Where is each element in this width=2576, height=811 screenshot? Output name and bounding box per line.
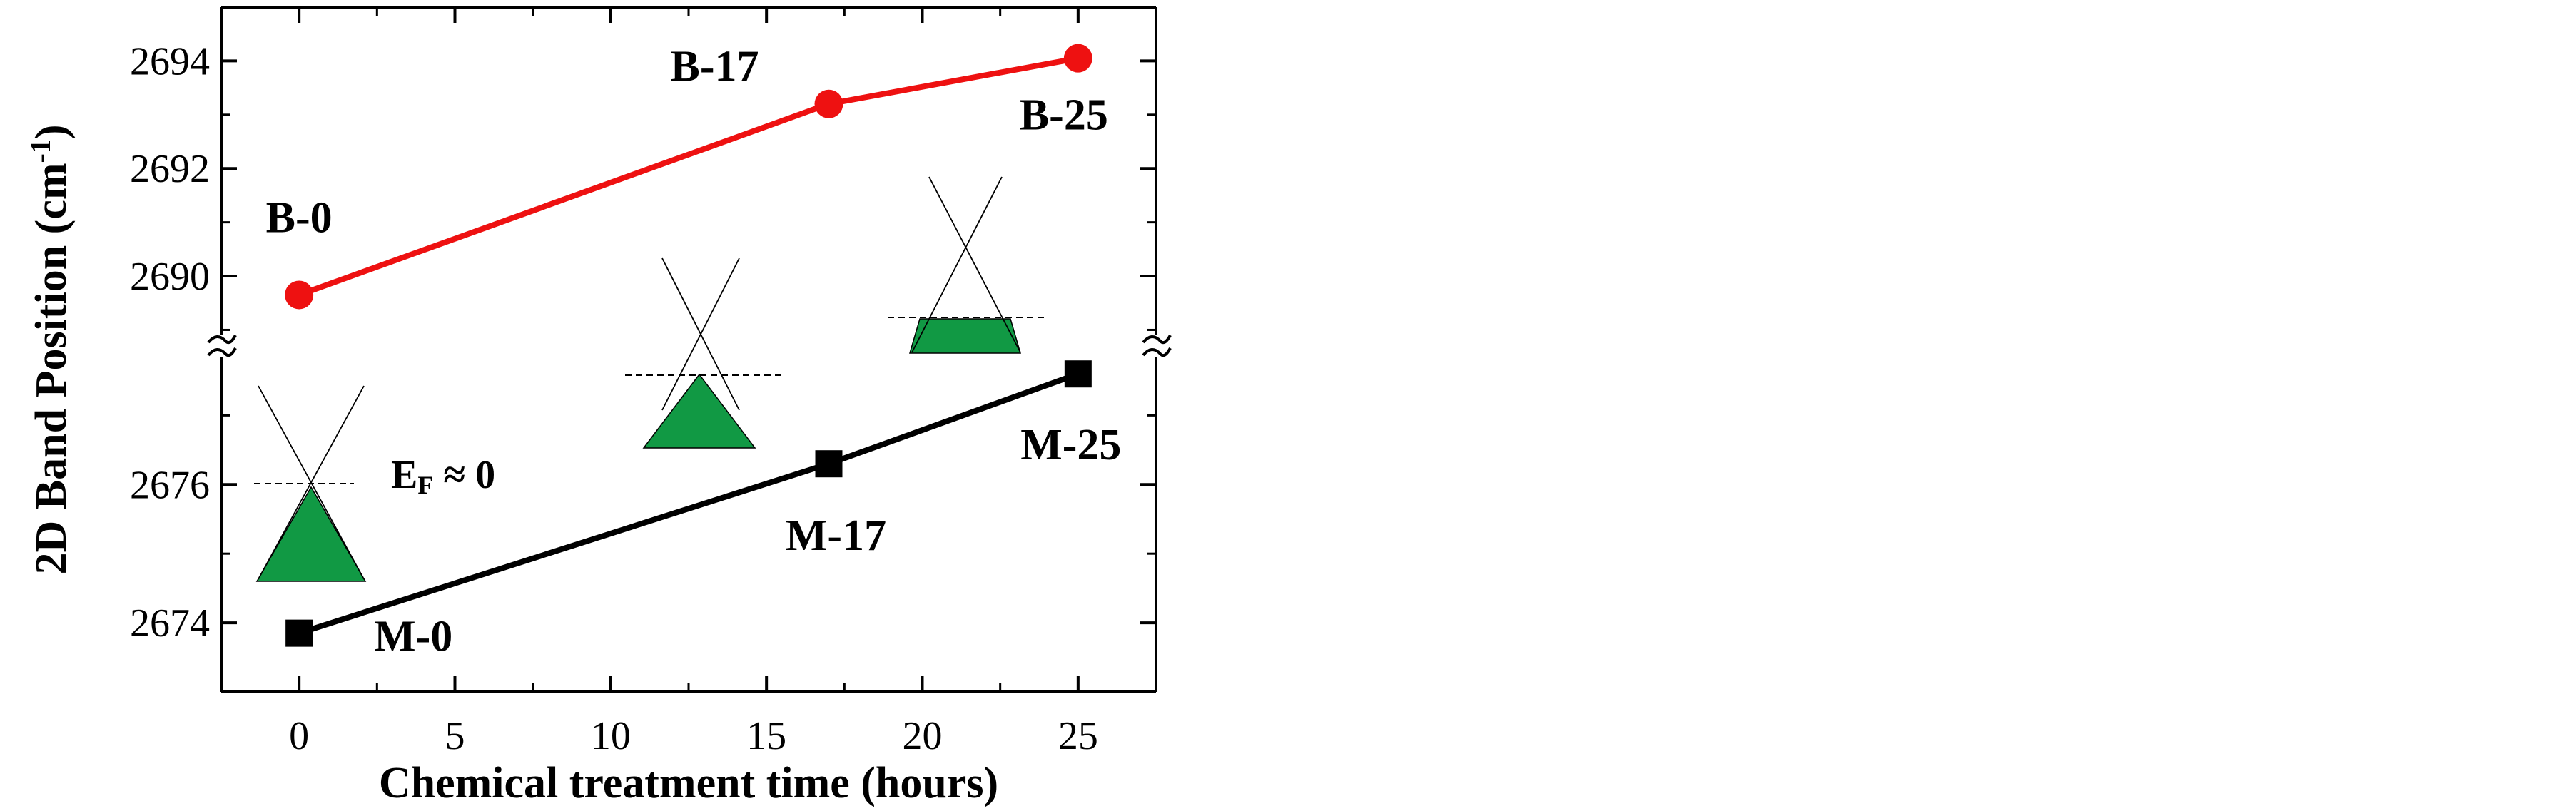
fermi-annotation: EF ≈ 0 (391, 453, 495, 499)
x-tick-label: 10 (591, 714, 631, 758)
data-point-B-0 (285, 280, 314, 310)
axis-break-right-2 (1142, 347, 1172, 357)
point-label-B-0: B-0 (266, 193, 333, 242)
x-tick-label: 15 (746, 714, 786, 758)
axis-break-left-1 (207, 335, 237, 345)
x-tick-label: 20 (903, 714, 943, 758)
y-tick-label: 2674 (130, 601, 210, 646)
point-labels: B-0 B-17 B-25 M-0 M-17 M-25 (266, 43, 1122, 661)
x-tick-label: 5 (445, 714, 465, 758)
series-layer (285, 44, 1092, 647)
data-point-B-17 (814, 89, 843, 118)
y-tick-label: 2694 (130, 39, 210, 83)
axis-break-right-1 (1142, 335, 1172, 345)
data-point-B-25 (1063, 44, 1092, 73)
cone-line-17b (661, 257, 740, 411)
point-label-M-17: M-17 (786, 511, 886, 560)
y-tick-label: 2676 (130, 463, 210, 507)
x-tick-label: 0 (289, 714, 309, 758)
x-tick-label: 25 (1058, 714, 1098, 758)
axis-break-marks (207, 335, 1172, 357)
dirac-cone-inset-0 (254, 385, 367, 582)
cone-fill-17 (642, 373, 756, 449)
y-tick-label: 2692 (130, 147, 210, 191)
cone-line-25b (911, 176, 1003, 353)
y-tick-label: 2690 (130, 255, 210, 299)
point-label-B-17: B-17 (671, 43, 759, 91)
axis-break-left-2 (207, 347, 237, 357)
cone-line-0b (258, 385, 365, 580)
data-point-M-17 (815, 450, 843, 478)
point-label-M-0: M-0 (374, 613, 452, 661)
data-point-M-0 (285, 619, 313, 647)
dirac-cone-inset-25 (888, 176, 1046, 354)
cone-fill-25 (909, 318, 1021, 354)
x-axis-title: Chemical treatment time (hours) (379, 759, 998, 807)
x-ticks: 0 5 10 15 20 25 (289, 7, 1098, 758)
point-label-B-25: B-25 (1020, 91, 1108, 140)
point-label-M-25: M-25 (1020, 421, 1121, 469)
data-point-M-25 (1064, 360, 1092, 388)
cone-line-25a (928, 176, 1021, 353)
series-line-upper (298, 55, 1079, 298)
y-ticks: 2690 2692 2694 2674 2676 (130, 39, 1156, 646)
dirac-cone-inset-17 (625, 257, 781, 449)
cone-fill-0 (255, 486, 367, 582)
y-axis-title: 2D Band Position (cm-1) (24, 125, 76, 575)
